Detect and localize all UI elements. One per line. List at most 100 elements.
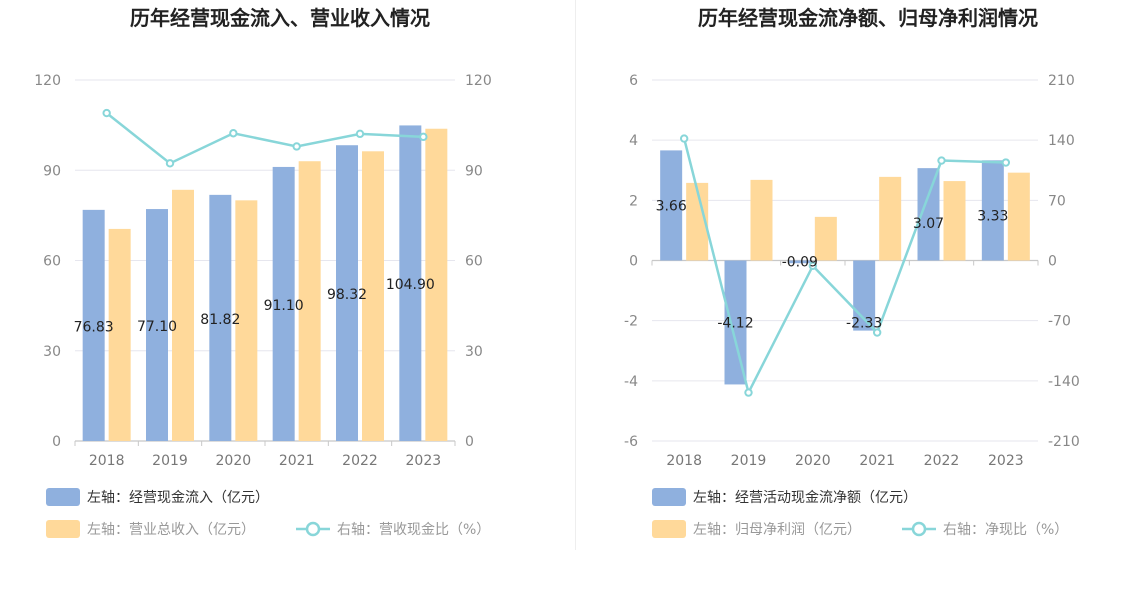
right-axis-tick-label: 70 [1048,193,1066,209]
bar-primary-2023 [399,125,422,441]
bar-secondary-2019 [750,179,773,261]
legend-swatch [652,520,686,538]
bar-primary-2022 [336,145,358,441]
left-axis-tick-label: 0 [629,254,638,270]
legend-item-2[interactable]: 右轴：净现比（%） [902,521,1068,538]
bar-primary-2019 [724,260,747,385]
data-label-2022: 98.32 [327,287,367,303]
data-label-2021: -2.33 [846,316,882,332]
legend-item-0[interactable]: 左轴：经营活动现金流净额（亿元） [652,488,917,506]
line-point-2023 [419,132,428,142]
right-axis-tick-label: 30 [465,344,483,360]
line-series [105,112,424,165]
legend-label: 右轴：营收现金比（%） [337,522,490,538]
right-axis-tick-label: 60 [465,254,483,270]
bar-primary-2018 [660,150,683,261]
legend-item-1[interactable]: 左轴：归母净利润（亿元） [652,520,861,538]
legend-label: 左轴：经营活动现金流净额（亿元） [693,490,917,506]
bar-primary-2022 [917,168,940,261]
bar-secondary-2023 [1007,172,1030,261]
bar-primary-2020 [788,260,811,264]
legend-swatch [46,520,80,538]
left-axis-tick-label: -6 [624,434,638,450]
bar-primary-2018 [82,209,105,441]
x-axis-tick-label: 2021 [859,453,895,469]
legend-label: 左轴：归母净利润（亿元） [693,521,861,538]
line-point-2021 [292,142,301,151]
left-axis-tick-label: 90 [43,163,61,179]
left-axis-tick-label: 4 [629,133,638,149]
left-axis-tick-label: 30 [43,344,61,360]
data-label-2022: 3.07 [913,216,944,232]
x-axis-tick-label: 2020 [216,453,252,469]
line-point-2020 [808,261,818,271]
right-axis-tick-label: 0 [1048,254,1057,270]
chart-right-svg: 历年经营现金流净额、归母净利润情况 6 4 2 0 -2 -4 -6 210 140 70 0 -70… [624,6,1080,538]
left-axis-tick-label: -4 [624,374,638,390]
legend-label: 左轴：营业总收入（亿元） [87,522,255,538]
right-axis-tick-label: -140 [1048,374,1080,390]
x-axis-tick-label: 2019 [152,453,188,469]
data-label-2023: 3.33 [977,208,1008,224]
x-axis-tick-label: 2023 [406,453,442,469]
right-axis-tick-label: 0 [465,434,474,450]
line-point-2023 [1001,158,1011,167]
bar-secondary-2022 [362,151,384,442]
line-point-2018 [102,108,111,118]
data-label-2020: 81.82 [200,312,240,328]
bar-primary-2020 [209,194,232,441]
x-axis-tick-label: 2018 [666,453,702,469]
legend-item-2[interactable]: 右轴：营收现金比（%） [296,521,490,538]
bar-secondary-2020 [814,216,837,261]
right-axis-tick-label: -210 [1048,434,1080,450]
bar-secondary-2023 [425,128,448,442]
left-axis-tick-label: -2 [624,314,638,330]
left-axis-tick-label: 6 [629,73,638,89]
chart-panel-right: 历年经营现金流净额、归母净利润情况 6 4 2 0 -2 -4 -6 210 140 70 0 -70… [576,0,1148,589]
right-axis-tick-label: 90 [465,163,483,179]
left-axis-tick-label: 60 [43,254,61,270]
panel-divider [575,0,576,550]
bar-secondary-2018 [686,182,709,261]
x-axis-tick-label: 2021 [279,453,315,469]
bar-secondary-2019 [172,189,194,441]
left-axis-tick-label: 0 [52,434,61,450]
bar-primary-2019 [146,209,168,441]
chart-left-title: 历年经营现金流入、营业收入情况 [130,6,430,30]
bar-secondary-2021 [879,176,902,261]
data-label-2019: -4.12 [717,316,753,332]
x-axis-tick-label: 2019 [731,453,767,469]
legend-label: 右轴：净现比（%） [943,522,1068,538]
legend-label: 左轴：经营现金流入（亿元） [87,490,269,506]
left-axis-tick-label: 120 [34,73,61,89]
bar-secondary-2022 [943,181,966,261]
line-point-2018 [679,134,689,143]
right-axis-tick-label: 120 [465,73,492,89]
line-point-2019 [744,388,753,397]
bar-secondary-2018 [108,228,131,441]
line-series [682,138,1006,397]
legend-swatch-marker [911,521,927,537]
x-axis-tick-label: 2023 [988,453,1024,469]
line-point-2022 [355,129,365,139]
data-label-2021: 91.10 [264,298,304,314]
x-axis-tick-label: 2020 [795,453,831,469]
data-label-2023: 104.90 [386,277,435,293]
line-point-2021 [872,328,882,337]
data-label-2019: 77.10 [137,319,177,335]
legend-swatch [652,488,686,506]
line-point-2019 [165,159,175,168]
legend-item-0[interactable]: 左轴：经营现金流入（亿元） [46,488,269,506]
right-axis-tick-label: 210 [1048,73,1075,89]
chart-panel-left: 历年经营现金流入、营业收入情况 120 90 60 30 0 120 90 60 30 0 2018… [34,6,492,538]
x-axis-tick-label: 2022 [342,453,378,469]
chart-left-svg: 历年经营现金流入、营业收入情况 120 90 60 30 0 120 90 60 30 0 2018… [34,6,492,538]
legend-swatch-marker [305,521,321,537]
bar-primary-2021 [272,166,295,441]
x-axis-tick-label: 2022 [924,453,960,469]
line-point-2022 [937,156,946,165]
chart-right-title: 历年经营现金流净额、归母净利润情况 [698,6,1038,30]
right-axis-tick-label: 140 [1048,133,1075,149]
legend-item-1[interactable]: 左轴：营业总收入（亿元） [46,520,255,538]
data-label-2018: 76.83 [74,319,114,335]
